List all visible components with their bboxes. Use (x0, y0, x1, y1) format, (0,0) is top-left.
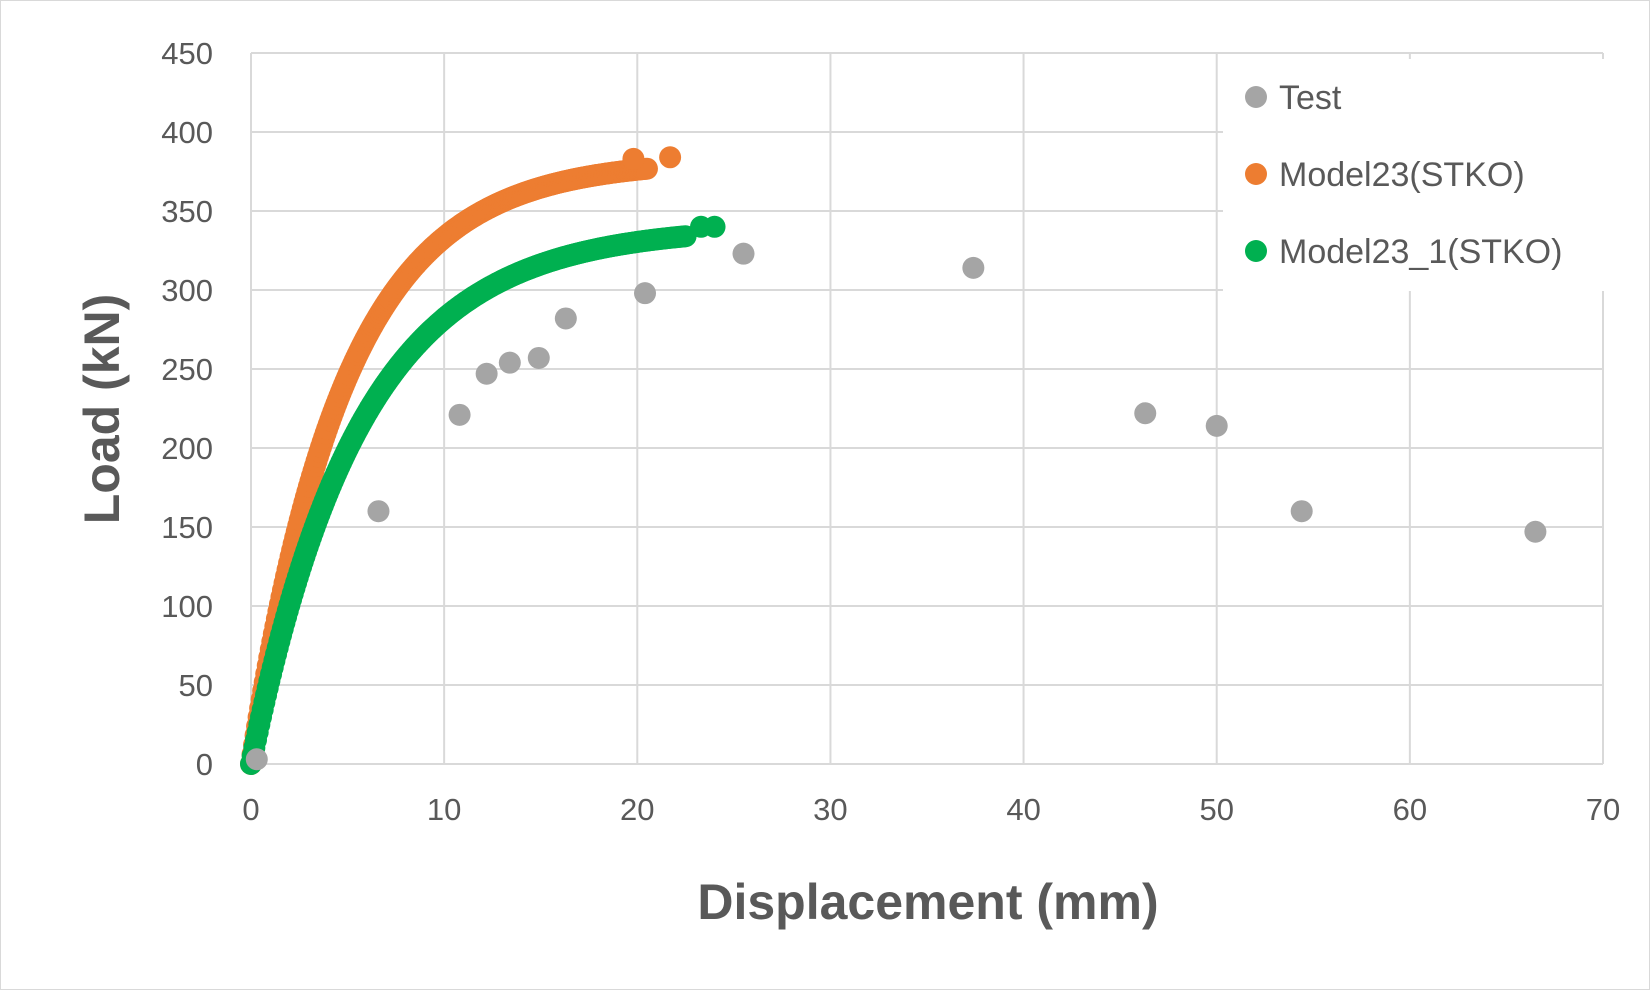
series-model23-1-stko- (240, 215, 726, 775)
data-point (622, 147, 645, 170)
legend: Test Model23(STKO) Model23_1(STKO) (1245, 79, 1562, 271)
legend-entry: Model23_1(STKO) (1279, 233, 1562, 271)
y-tick-label: 450 (161, 36, 213, 71)
data-point (527, 346, 550, 369)
legend-marker (1245, 86, 1267, 108)
data-point (703, 215, 726, 238)
x-tick-label: 70 (1586, 792, 1620, 827)
legend-marker (1245, 163, 1267, 185)
y-tick-label: 350 (161, 194, 213, 229)
x-tick-label: 50 (1199, 792, 1233, 827)
x-tick-label: 20 (620, 792, 654, 827)
data-point (245, 748, 268, 771)
data-point (1290, 500, 1313, 523)
legend-background (1223, 59, 1609, 291)
tick-labels: 0 10 20 30 40 50 60 70 0 50 100 150 200 250 300 350 400 4… (161, 36, 1620, 827)
data-point (367, 500, 390, 523)
y-axis-title: Load (kN) (74, 294, 130, 525)
y-tick-label: 300 (161, 273, 213, 308)
data-point (1134, 402, 1157, 425)
grid-lines (250, 52, 1604, 765)
data-point (475, 362, 498, 385)
data-point (962, 256, 985, 279)
data-point (554, 307, 577, 330)
data-point (732, 242, 755, 265)
data-point (448, 403, 471, 426)
y-tick-label: 400 (161, 115, 213, 150)
data-point (659, 146, 682, 169)
y-tick-label: 50 (179, 668, 213, 703)
x-axis-title: Displacement (mm) (697, 874, 1158, 930)
y-tick-label: 150 (161, 510, 213, 545)
data-point (634, 282, 657, 305)
data-point (1524, 520, 1547, 543)
data-points (240, 146, 1547, 775)
y-tick-label: 100 (161, 589, 213, 624)
y-tick-label: 250 (161, 352, 213, 387)
y-tick-label: 200 (161, 431, 213, 466)
y-tick-label: 0 (196, 747, 213, 782)
x-tick-label: 10 (427, 792, 461, 827)
legend-entry: Model23(STKO) (1279, 156, 1525, 194)
x-tick-label: 0 (242, 792, 259, 827)
legend-marker (1245, 240, 1267, 262)
data-point (498, 351, 521, 374)
x-tick-label: 30 (813, 792, 847, 827)
x-tick-label: 60 (1393, 792, 1427, 827)
series-test (245, 242, 1547, 771)
data-point (1205, 414, 1228, 437)
legend-entry: Test (1279, 79, 1342, 117)
x-tick-label: 40 (1006, 792, 1040, 827)
